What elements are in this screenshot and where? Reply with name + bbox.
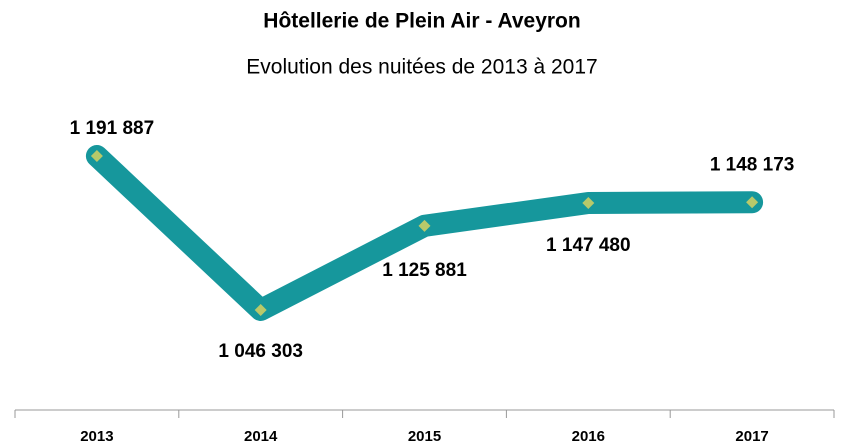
line (85, 145, 764, 321)
x-tick-label: 2016 (572, 428, 605, 443)
x-tick-label: 2017 (735, 428, 768, 443)
data-label: 1 125 881 (382, 260, 467, 281)
data-label: 1 147 480 (546, 235, 631, 256)
x-tick-label: 2014 (244, 428, 278, 443)
data-label: 1 191 887 (70, 118, 155, 139)
marker (582, 196, 595, 209)
marker (418, 219, 431, 232)
marker (254, 304, 267, 316)
x-tick-label: 2015 (408, 428, 441, 443)
marker (90, 150, 103, 162)
marker (746, 196, 759, 209)
chart-subtitle: Evolution des nuitées de 2013 à 2017 (246, 56, 597, 79)
x-tick-label: 2013 (80, 428, 113, 443)
chart-title: Hôtellerie de Plein Air - Aveyron (263, 10, 580, 33)
data-label: 1 148 173 (710, 154, 795, 175)
data-label: 1 046 303 (218, 341, 303, 362)
